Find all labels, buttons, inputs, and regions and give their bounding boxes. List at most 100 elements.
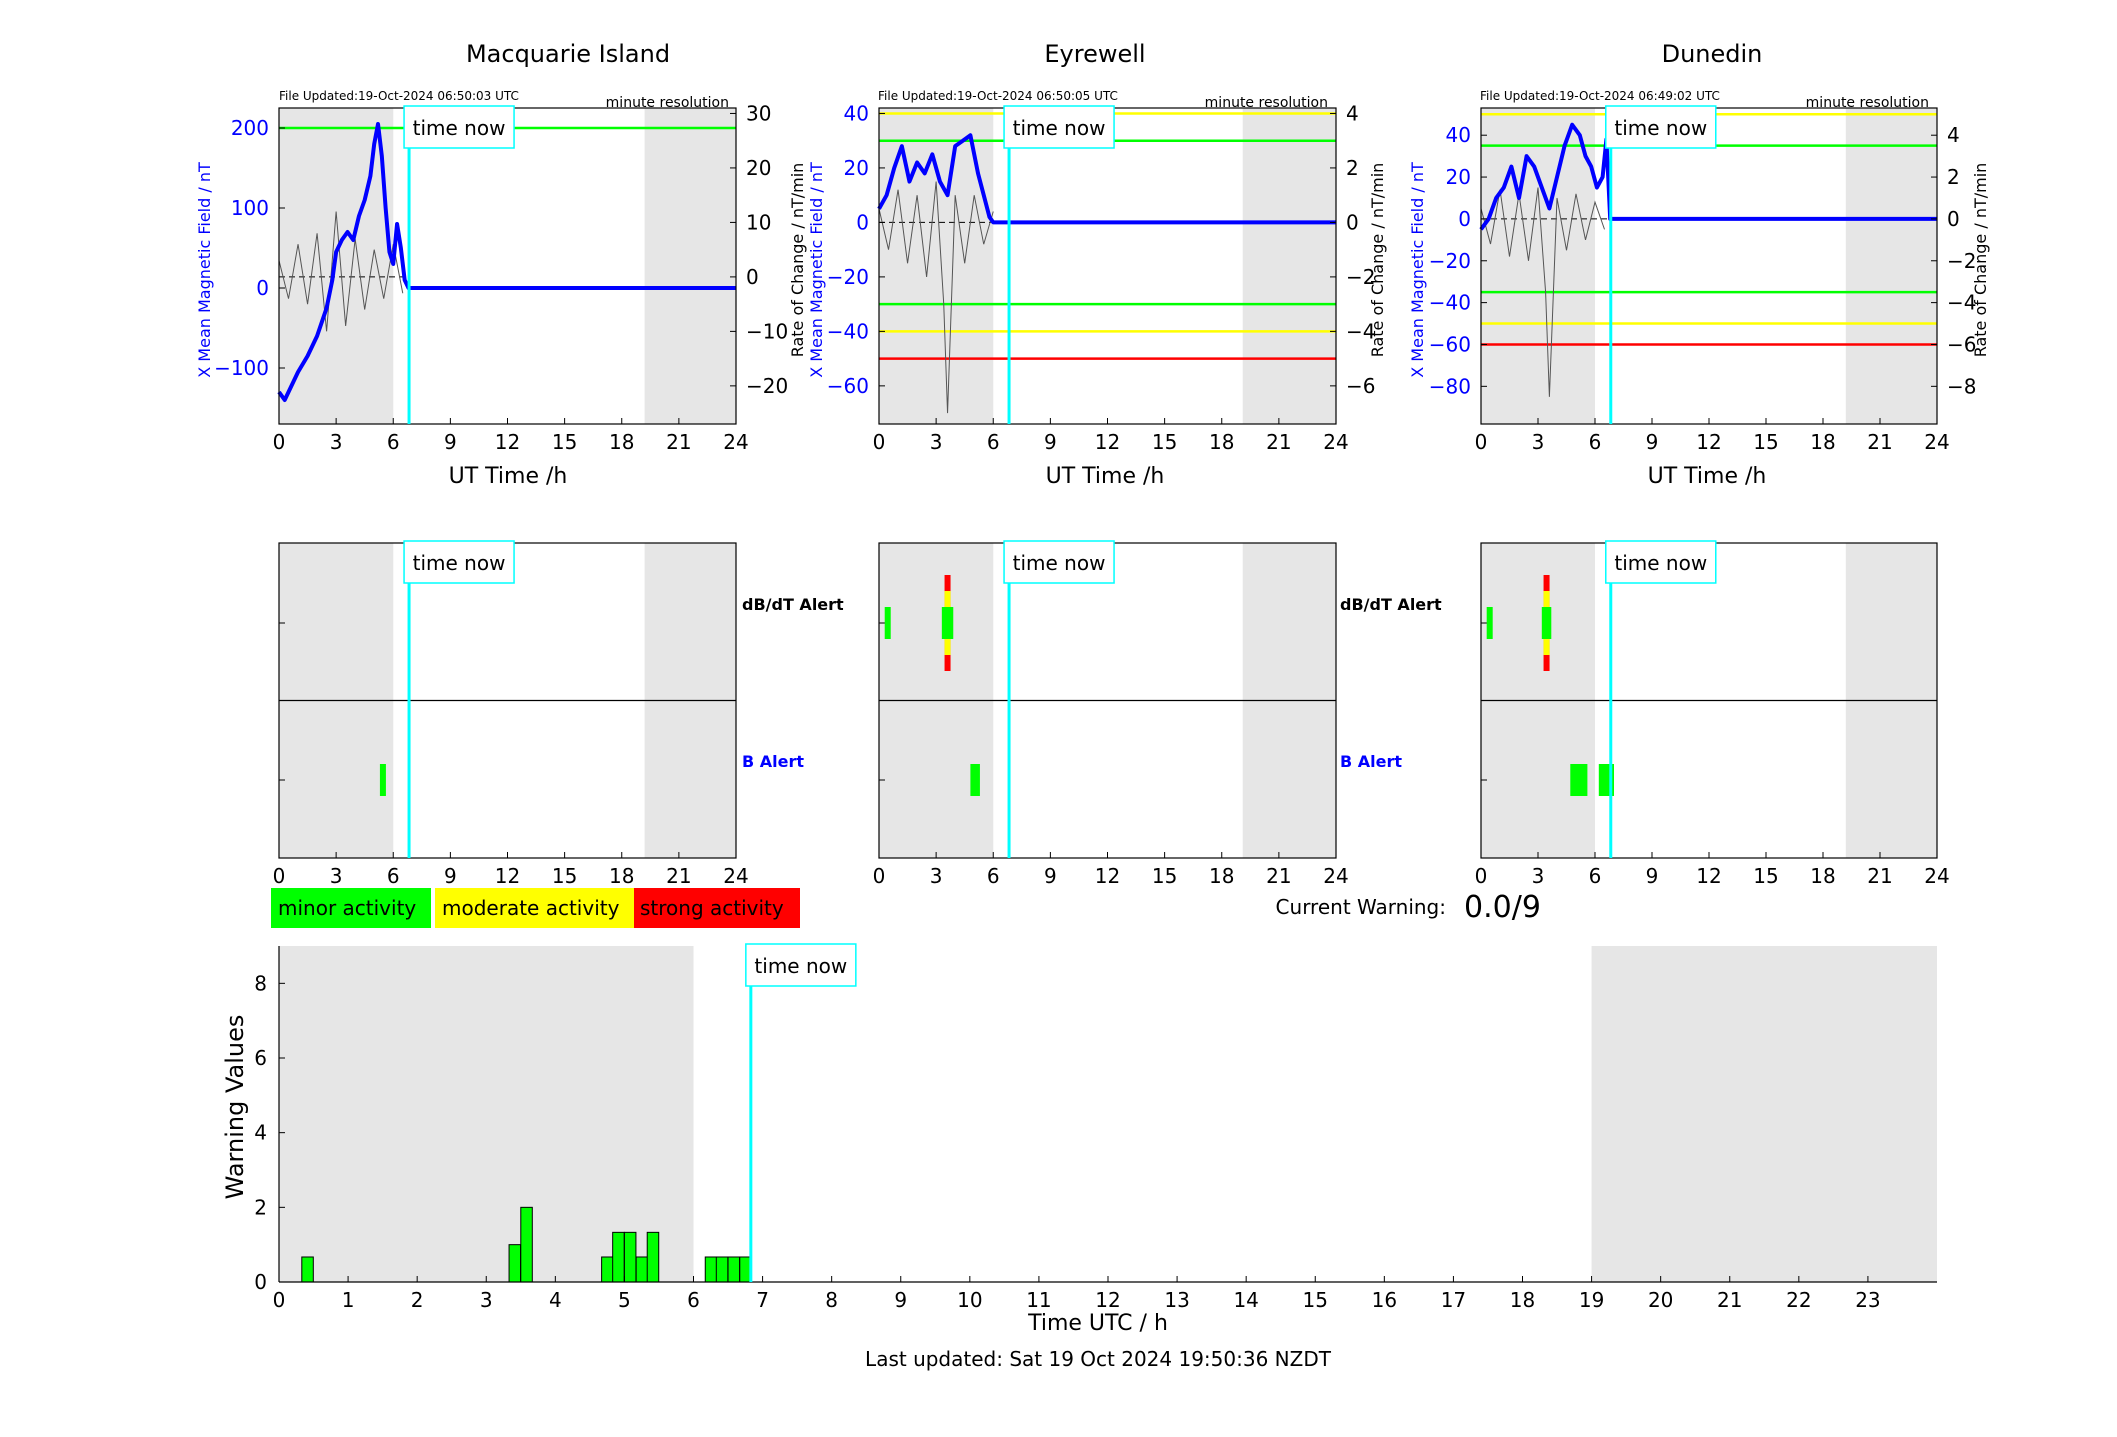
y-left-tick-label: −40 <box>827 319 869 343</box>
y-left-tick-label: 0 <box>256 276 269 300</box>
warning-bar <box>520 1206 533 1283</box>
x-tick-label: 3 <box>330 430 343 454</box>
y-right-tick-label: −10 <box>746 319 788 343</box>
x-tick-label: 15 <box>552 864 577 888</box>
x-tick-label: 21 <box>666 864 691 888</box>
resolution-label: minute resolution <box>1806 95 1929 111</box>
warning-bar <box>508 1244 522 1283</box>
x-tick-label: 11 <box>1026 1288 1051 1312</box>
y-left-tick-label: −100 <box>214 356 269 380</box>
x-tick-label: 18 <box>609 430 634 454</box>
y-axis-left-label: X Mean Magnetic Field / nT <box>1408 162 1427 378</box>
y-left-tick-label: 20 <box>844 156 869 180</box>
alert-minor-bar <box>884 607 891 639</box>
x-tick-label: 23 <box>1855 1288 1880 1312</box>
y-tick-label: 2 <box>254 1195 267 1219</box>
x-tick-label: 15 <box>1303 1288 1328 1312</box>
macquarie-alert-panel: dB/dT Alert B Alert 0 3 6 9 12 15 18 21 24 time n… <box>273 540 844 888</box>
y-tick-label: 8 <box>254 971 267 995</box>
y-left-tick-label: −40 <box>1429 291 1471 315</box>
x-tick-label: 6 <box>987 430 1000 454</box>
x-tick-label: 5 <box>618 1288 631 1312</box>
time-now-box <box>1605 105 1717 149</box>
night-shading <box>1481 108 1595 424</box>
x-tick-label: 3 <box>930 430 943 454</box>
x-tick-label: 24 <box>1323 430 1348 454</box>
x-tick-label: 18 <box>1209 864 1234 888</box>
x-tick-label: 6 <box>1589 430 1602 454</box>
y-left-tick-label: 100 <box>231 196 269 220</box>
legend-minor-swatch <box>271 888 431 928</box>
y-right-tick-label: 0 <box>746 265 759 289</box>
y-left-tick-label: 0 <box>1458 207 1471 231</box>
x-tick-label: 1 <box>342 1288 355 1312</box>
y-axis-label: Warning Values <box>221 1015 249 1200</box>
y-right-tick-label: −2 <box>1947 249 1976 273</box>
night-shading <box>644 108 736 424</box>
y-left-tick-label: 20 <box>1446 165 1471 189</box>
file-updated-label: File Updated:19-Oct-2024 06:49:02 UTC <box>1480 89 1720 103</box>
y-left-tick-label: −60 <box>1429 332 1471 356</box>
y-axis-right-label: Rate of Change / nT/min <box>1368 163 1387 358</box>
x-tick-label: 21 <box>1867 864 1892 888</box>
rate-of-change-series <box>1480 187 1605 397</box>
y-left-tick-label: −60 <box>827 374 869 398</box>
y-right-tick-label: −20 <box>746 374 788 398</box>
night-shading <box>1242 108 1336 424</box>
x-tick-label: 17 <box>1441 1288 1466 1312</box>
y-right-tick-label: 10 <box>746 210 771 234</box>
y-right-tick-label: −6 <box>1947 332 1976 356</box>
x-tick-label: 0 <box>873 864 886 888</box>
alert-minor-bar <box>1541 607 1552 639</box>
warning-bar <box>612 1231 625 1283</box>
x-tick-label: 3 <box>930 864 943 888</box>
x-tick-label: 12 <box>1696 864 1721 888</box>
y-axis-left-label: X Mean Magnetic Field / nT <box>807 162 826 378</box>
x-tick-label: 18 <box>609 864 634 888</box>
time-now-box <box>1003 105 1115 149</box>
chart-title: Eyrewell <box>1044 40 1145 68</box>
y-right-tick-label: 30 <box>746 101 771 125</box>
x-tick-label: 12 <box>495 864 520 888</box>
x-tick-label: 15 <box>1753 430 1778 454</box>
warning-bar <box>646 1231 660 1283</box>
x-tick-label: 9 <box>1646 864 1659 888</box>
y-right-tick-label: −8 <box>1947 374 1976 398</box>
x-tick-label: 4 <box>549 1288 562 1312</box>
x-tick-label: 13 <box>1164 1288 1189 1312</box>
x-axis-label: UT Time /h <box>449 464 568 489</box>
x-tick-label: 18 <box>1810 864 1835 888</box>
x-tick-label: 7 <box>756 1288 769 1312</box>
y-left-tick-label: 40 <box>1446 123 1471 147</box>
y-right-tick-label: 4 <box>1346 101 1359 125</box>
time-now-label: time now <box>1013 116 1106 140</box>
time-now-label: time now <box>754 954 847 978</box>
x-tick-label: 19 <box>1579 1288 1604 1312</box>
x-tick-label: 24 <box>1323 864 1348 888</box>
x-field-series <box>277 122 736 402</box>
x-tick-label: 0 <box>273 864 286 888</box>
dbdt-alert-label: dB/dT Alert <box>1340 595 1442 614</box>
night-shading <box>1591 946 1937 1282</box>
eyrewell-magnetometer-chart: Eyrewell File Updated:19-Oct-2024 06:50:… <box>807 40 1387 489</box>
x-tick-label: 6 <box>387 864 400 888</box>
time-now-label: time now <box>1013 551 1106 575</box>
legend-strong-swatch <box>634 888 800 928</box>
x-tick-label: 21 <box>1867 430 1892 454</box>
y-right-tick-label: 4 <box>1947 123 1960 147</box>
x-tick-label: 18 <box>1510 1288 1535 1312</box>
alert-minor-bar <box>1486 607 1493 639</box>
current-warning: Current Warning: 0.0/9 <box>1276 890 1541 925</box>
y-right-tick-label: −4 <box>1947 291 1976 315</box>
x-tick-label: 12 <box>495 430 520 454</box>
macquarie-magnetometer-chart: Macquarie Island File Updated:19-Oct-202… <box>195 40 807 489</box>
x-tick-label: 3 <box>1532 864 1545 888</box>
time-now-box <box>1003 540 1115 584</box>
night-shading <box>279 946 694 1282</box>
alert-minor-bar <box>970 764 980 796</box>
x-tick-label: 3 <box>1532 430 1545 454</box>
x-tick-label: 9 <box>1044 864 1057 888</box>
x-tick-label: 22 <box>1786 1288 1811 1312</box>
x-tick-label: 12 <box>1095 864 1120 888</box>
